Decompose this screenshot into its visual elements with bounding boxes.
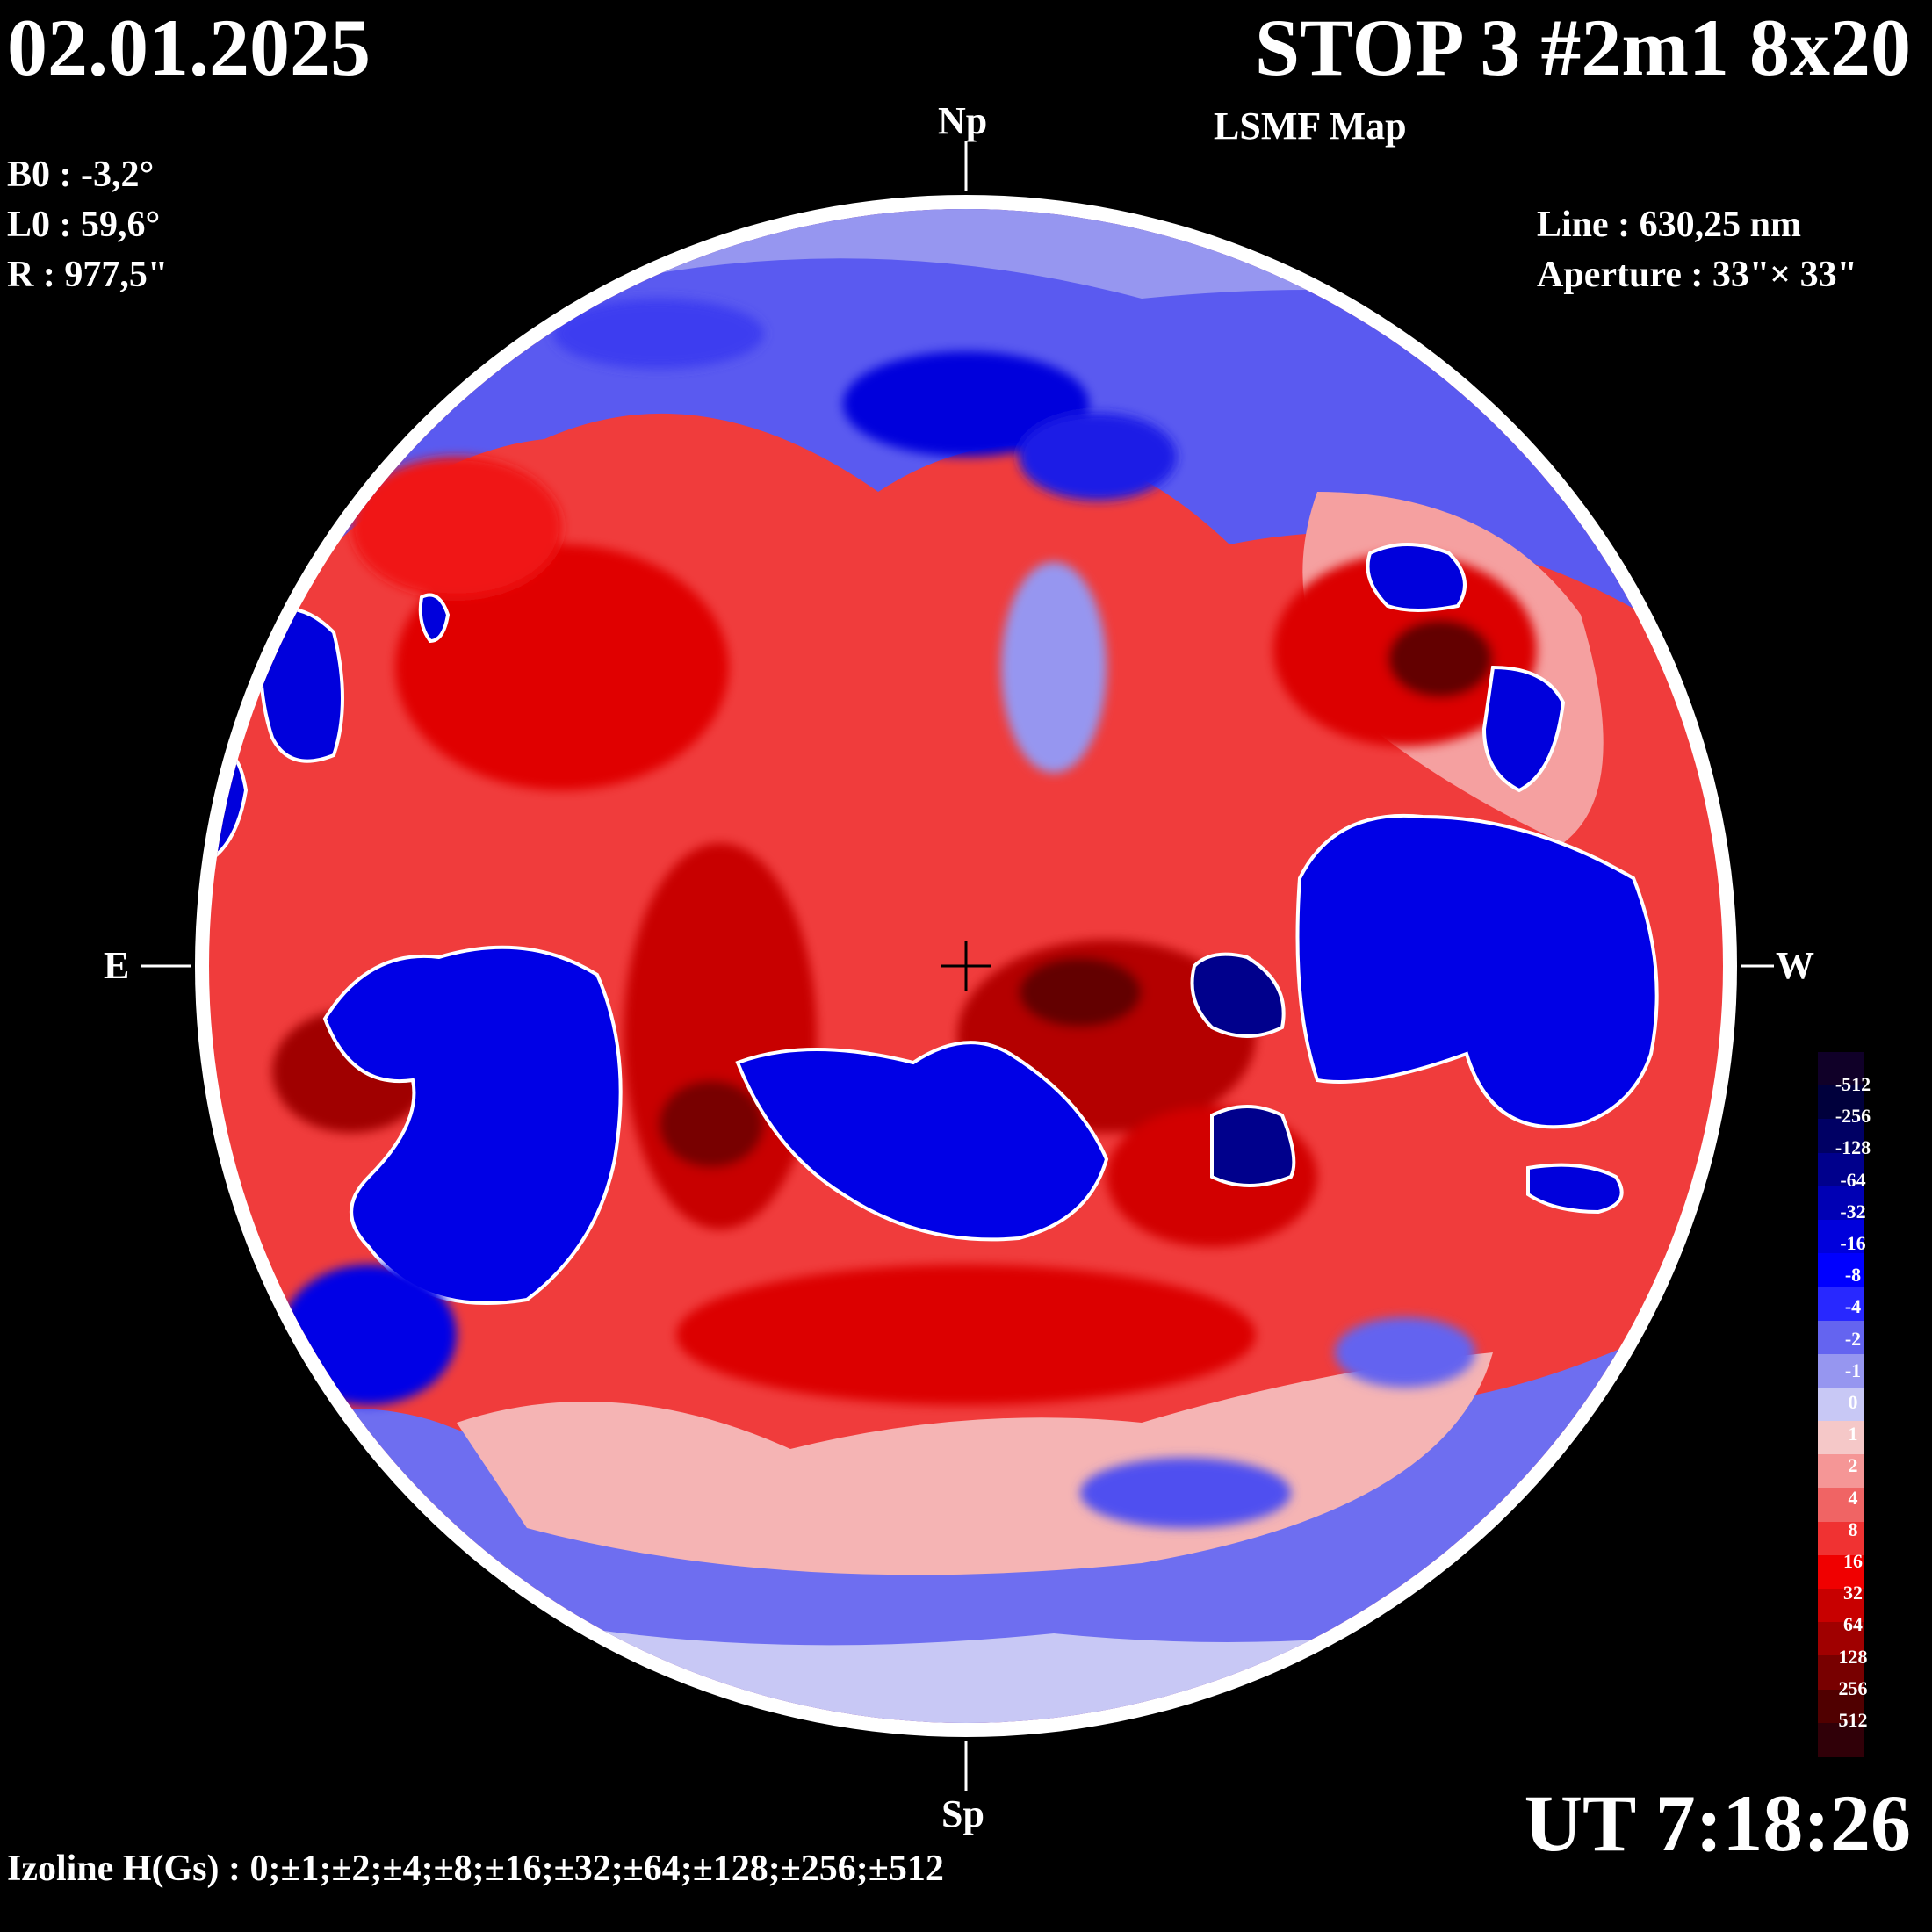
color-scale-swatch — [1818, 1454, 1864, 1489]
color-scale-swatch — [1818, 1689, 1864, 1724]
ut-time: UT 7:18:26 — [1524, 1778, 1911, 1868]
color-scale-bar — [1818, 1052, 1864, 1757]
color-scale-swatch — [1818, 1421, 1864, 1456]
observation-date: 02.01.2025 — [7, 3, 371, 92]
north-pole-label: Np — [938, 99, 988, 142]
map-subtitle: LSMF Map — [1214, 105, 1407, 148]
color-scale-swatch — [1818, 1052, 1864, 1087]
color-scale-label: -1 — [1844, 1359, 1862, 1381]
b0-value: B0 : -3,2° — [7, 155, 155, 195]
color-scale-swatch — [1818, 1320, 1864, 1355]
color-scale-swatch — [1818, 1152, 1864, 1187]
color-scale-swatch — [1818, 1119, 1864, 1154]
color-scale-swatch — [1818, 1554, 1864, 1590]
line-value: Line : 630,25 nm — [1537, 205, 1802, 245]
east-label: E — [104, 944, 130, 987]
west-label: W — [1776, 944, 1814, 987]
color-scale-label: 512 — [1838, 1709, 1868, 1731]
l0-value: L0 : 59,6° — [7, 205, 161, 245]
map-title: STOP 3 #2m1 8x20 — [1254, 3, 1911, 92]
color-scale-label: 1 — [1848, 1423, 1858, 1445]
negative-polarity-regions — [209, 543, 1659, 1305]
color-scale-label: 0 — [1848, 1391, 1858, 1413]
color-scale-label: -32 — [1840, 1200, 1866, 1222]
color-scale-swatch — [1818, 1622, 1864, 1657]
aperture-value: Aperture : 33"× 33" — [1537, 255, 1857, 295]
color-scale-label: 16 — [1843, 1550, 1863, 1572]
color-scale-label: 128 — [1838, 1645, 1868, 1668]
radius-value: R : 977,5" — [7, 255, 169, 295]
color-scale-swatch — [1818, 1253, 1864, 1288]
color-scale-swatch — [1818, 1353, 1864, 1388]
color-scale-label: 4 — [1848, 1486, 1858, 1509]
izoline-legend: Izoline H(Gs) : 0;±1;±2;±4;±8;±16;±32;±6… — [7, 1849, 944, 1889]
color-scale-label: -4 — [1844, 1295, 1862, 1318]
color-scale-label: -2 — [1844, 1327, 1862, 1350]
color-scale-label: 64 — [1843, 1613, 1863, 1636]
color-scale-swatch — [1818, 1521, 1864, 1556]
color-scale-swatch — [1818, 1085, 1864, 1121]
color-scale-swatch — [1818, 1186, 1864, 1221]
color-scale-label: 8 — [1848, 1517, 1858, 1540]
color-scale-label: 32 — [1843, 1582, 1863, 1604]
color-scale-label: -64 — [1840, 1168, 1866, 1191]
color-scale-swatch — [1818, 1488, 1864, 1523]
color-scale-swatch — [1818, 1722, 1864, 1757]
south-pole-label: Sp — [941, 1792, 984, 1835]
color-scale-swatch — [1818, 1387, 1864, 1423]
color-scale-swatch — [1818, 1219, 1864, 1255]
color-scale-label: -8 — [1844, 1264, 1862, 1287]
color-scale-label: 256 — [1838, 1676, 1868, 1699]
color-scale-label: -16 — [1840, 1232, 1866, 1254]
color-scale-label: 2 — [1848, 1454, 1858, 1477]
color-scale-label: -512 — [1835, 1073, 1871, 1095]
color-scale-swatch — [1818, 1589, 1864, 1624]
color-scale-swatch — [1818, 1655, 1864, 1690]
color-scale-label: -128 — [1835, 1136, 1871, 1159]
color-scale-label: -256 — [1835, 1105, 1871, 1128]
color-scale-swatch — [1818, 1287, 1864, 1322]
